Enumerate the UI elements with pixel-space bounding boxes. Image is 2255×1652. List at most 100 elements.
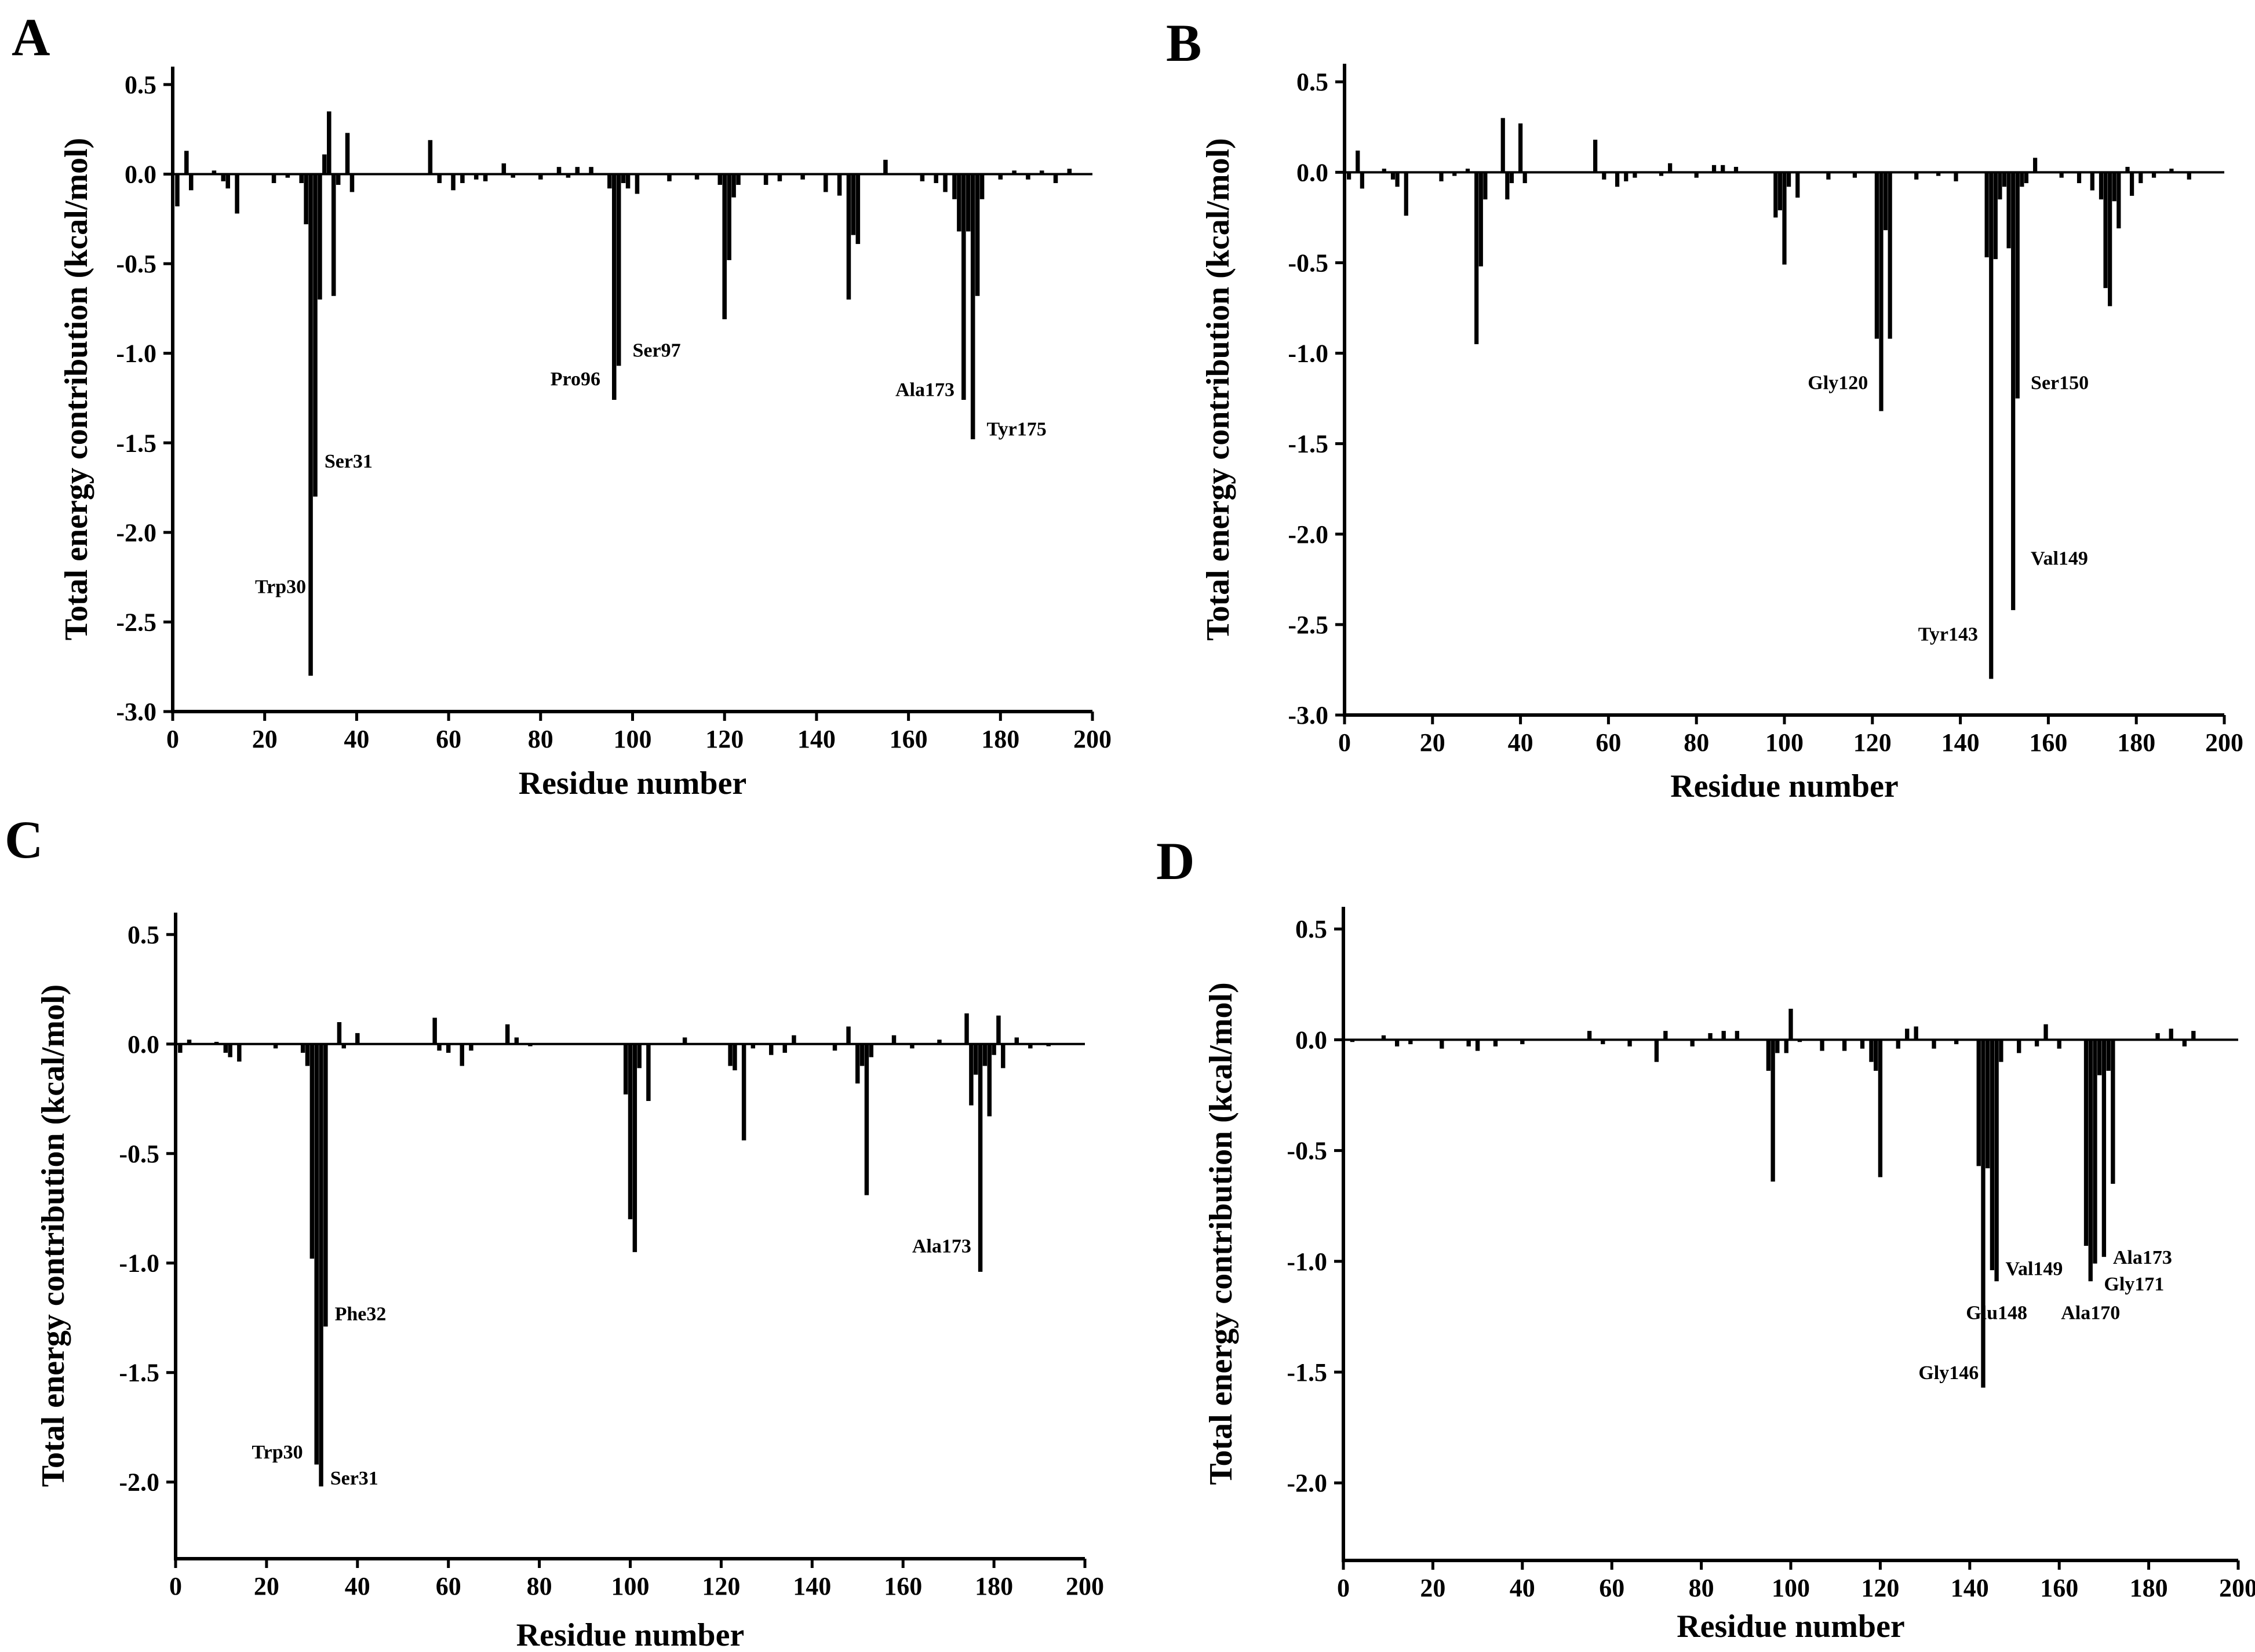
residue-label: Gly120 bbox=[1808, 373, 1868, 394]
bar bbox=[299, 174, 304, 183]
bar bbox=[285, 174, 290, 178]
bar bbox=[869, 1044, 874, 1057]
bar bbox=[957, 174, 961, 232]
x-tick-label: 80 bbox=[1689, 1574, 1714, 1602]
bar bbox=[1046, 1044, 1051, 1046]
bar bbox=[2130, 172, 2134, 196]
bar bbox=[214, 1042, 219, 1044]
bar bbox=[1602, 172, 1606, 180]
x-tick-label: 140 bbox=[1941, 728, 1980, 757]
bar bbox=[2088, 1040, 2093, 1282]
y-tick-label: 0.5 bbox=[127, 921, 159, 949]
bar bbox=[221, 174, 226, 181]
residue-label: Ala173 bbox=[2113, 1247, 2172, 1268]
bar bbox=[1993, 172, 1998, 260]
bar bbox=[763, 174, 768, 185]
bar bbox=[304, 174, 308, 225]
bar bbox=[1733, 166, 1739, 173]
bar bbox=[1786, 172, 1791, 187]
bar bbox=[864, 1044, 869, 1195]
bar bbox=[1842, 1040, 1847, 1051]
bar bbox=[982, 1044, 988, 1066]
x-tick-label: 120 bbox=[705, 725, 744, 753]
bar bbox=[970, 174, 975, 440]
bar bbox=[309, 1044, 315, 1259]
x-axis-title: Residue number bbox=[516, 1617, 745, 1652]
bar bbox=[437, 1044, 442, 1051]
bar bbox=[667, 174, 672, 181]
bar bbox=[1766, 1040, 1771, 1071]
x-axis-title: Residue number bbox=[1677, 1609, 1905, 1644]
bar bbox=[1797, 1040, 1802, 1042]
bar bbox=[1954, 1040, 1959, 1045]
bar bbox=[1466, 1040, 1471, 1046]
residue-label: Ala173 bbox=[912, 1236, 971, 1257]
bar bbox=[1663, 1031, 1668, 1040]
bar bbox=[682, 1037, 687, 1044]
bar bbox=[323, 1044, 328, 1327]
bar bbox=[2169, 169, 2174, 173]
bar bbox=[1067, 169, 1072, 174]
bar bbox=[934, 174, 938, 183]
x-tick-label: 40 bbox=[1510, 1574, 1535, 1602]
x-tick-label: 80 bbox=[527, 1572, 552, 1600]
bar bbox=[327, 111, 331, 174]
y-tick-label: -1.0 bbox=[1288, 340, 1328, 368]
bar bbox=[837, 174, 842, 196]
bar bbox=[184, 151, 189, 174]
x-tick-label: 140 bbox=[1951, 1574, 1989, 1602]
bar bbox=[1360, 172, 1364, 189]
bar bbox=[1395, 172, 1400, 187]
bar bbox=[188, 174, 194, 191]
x-tick-label: 20 bbox=[1420, 728, 1445, 757]
bar bbox=[2097, 1040, 2102, 1075]
x-tick-label: 100 bbox=[1765, 728, 1804, 757]
bar bbox=[623, 1044, 628, 1095]
bar bbox=[1852, 172, 1857, 178]
residue-label: Phe32 bbox=[335, 1304, 387, 1325]
y-tick-label: -3.0 bbox=[1288, 701, 1328, 730]
y-tick-label: 0.0 bbox=[127, 1030, 159, 1059]
y-tick-label: 0.5 bbox=[125, 71, 156, 99]
y-axis-title: Total energy contribution (kcal/mol) bbox=[59, 138, 94, 640]
x-tick-label: 80 bbox=[528, 725, 553, 753]
bar bbox=[1624, 172, 1629, 181]
bar bbox=[1914, 1026, 1918, 1040]
bar bbox=[1408, 1040, 1413, 1045]
bar bbox=[961, 174, 966, 400]
bar bbox=[2108, 172, 2112, 307]
y-tick-label: -2.0 bbox=[116, 519, 156, 547]
bar bbox=[2111, 1040, 2115, 1184]
bar bbox=[187, 1040, 192, 1044]
bar bbox=[964, 1013, 969, 1044]
bar bbox=[722, 174, 727, 319]
bar bbox=[635, 174, 640, 194]
bar bbox=[2083, 1040, 2089, 1246]
bar bbox=[1654, 1040, 1659, 1062]
bar bbox=[336, 174, 341, 185]
bar bbox=[1039, 170, 1044, 174]
bar bbox=[1690, 1040, 1695, 1046]
y-tick-label: 0.5 bbox=[1296, 68, 1328, 96]
panel-letter: D bbox=[1156, 832, 1194, 891]
bar bbox=[1989, 172, 1994, 679]
x-tick-label: 200 bbox=[2205, 728, 2243, 757]
bar bbox=[1788, 1008, 1793, 1040]
bar bbox=[1981, 1040, 1986, 1388]
residue-label: Ser31 bbox=[330, 1468, 378, 1489]
bar bbox=[800, 174, 805, 180]
bar bbox=[1820, 1040, 1824, 1051]
x-tick-label: 160 bbox=[884, 1572, 922, 1600]
bar bbox=[271, 174, 276, 183]
bar bbox=[1998, 172, 2002, 200]
bar bbox=[979, 174, 985, 199]
bar bbox=[1994, 1040, 1999, 1282]
bar bbox=[2182, 1040, 2187, 1046]
bar bbox=[943, 174, 948, 192]
bar bbox=[511, 174, 515, 178]
bar bbox=[428, 140, 433, 174]
y-tick-label: -3.0 bbox=[116, 698, 156, 726]
bar bbox=[996, 1015, 1001, 1044]
x-tick-label: 180 bbox=[975, 1572, 1013, 1600]
bar bbox=[1874, 1040, 1878, 1071]
